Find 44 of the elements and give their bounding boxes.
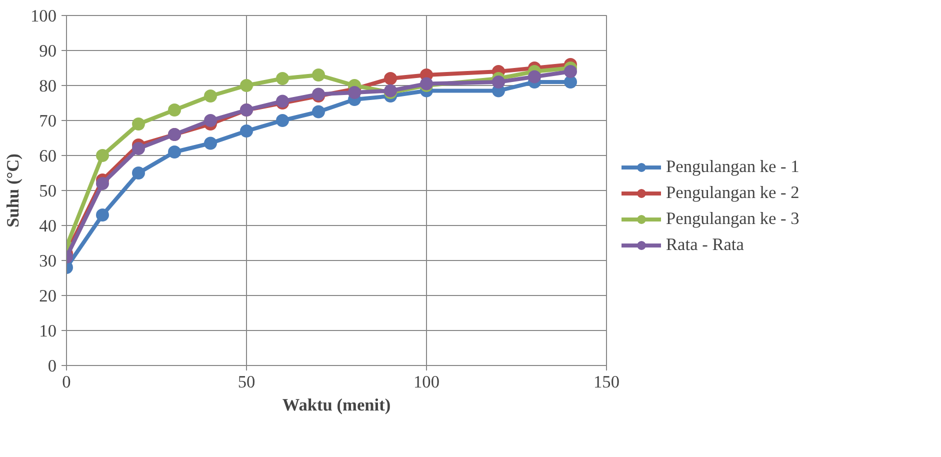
y-tick-label: 90 <box>39 42 56 60</box>
y-tick-label: 10 <box>39 322 56 340</box>
point <box>312 68 325 82</box>
point <box>168 146 181 158</box>
point <box>204 136 217 150</box>
point <box>204 114 217 127</box>
point <box>240 124 253 138</box>
y-tick-label: 70 <box>39 112 56 130</box>
point <box>384 72 397 85</box>
x-tick-label: 0 <box>62 372 71 392</box>
legend-label: Pengulangan ke - 2 <box>666 183 800 203</box>
legend-label: Rata - Rata <box>666 235 744 255</box>
point <box>564 76 577 88</box>
point <box>132 166 145 180</box>
y-tick-label: 30 <box>39 252 56 270</box>
y-tick-label: 20 <box>39 286 56 306</box>
point <box>96 177 109 190</box>
x-tick-label: 50 <box>238 372 256 392</box>
legend-label: Pengulangan ke - 3 <box>666 209 800 229</box>
x-tick-label: 100 <box>414 372 440 392</box>
point <box>240 79 253 92</box>
y-tick-label: 50 <box>39 182 56 200</box>
x-tick-label: 150 <box>594 372 620 392</box>
y-tick-label: 40 <box>39 216 56 236</box>
point <box>132 118 145 130</box>
point <box>312 105 325 118</box>
point <box>348 86 361 99</box>
point <box>564 65 577 78</box>
y-tick-label: 80 <box>39 76 56 96</box>
point <box>96 208 109 222</box>
point <box>276 72 289 85</box>
point <box>528 70 541 84</box>
point <box>168 104 181 116</box>
point <box>204 90 217 102</box>
legend-label: Pengulangan ke - 1 <box>666 157 800 177</box>
y-tick-label: 60 <box>39 146 56 166</box>
point <box>132 142 145 155</box>
point <box>276 114 289 127</box>
x-axis-title: Waktu (menit) <box>282 396 391 414</box>
y-tick-label: 100 <box>30 6 57 26</box>
y-tick-label: 0 <box>48 356 57 376</box>
y-axis-title: Suhu (°C) <box>4 153 23 228</box>
point <box>492 76 505 88</box>
point <box>96 149 109 162</box>
